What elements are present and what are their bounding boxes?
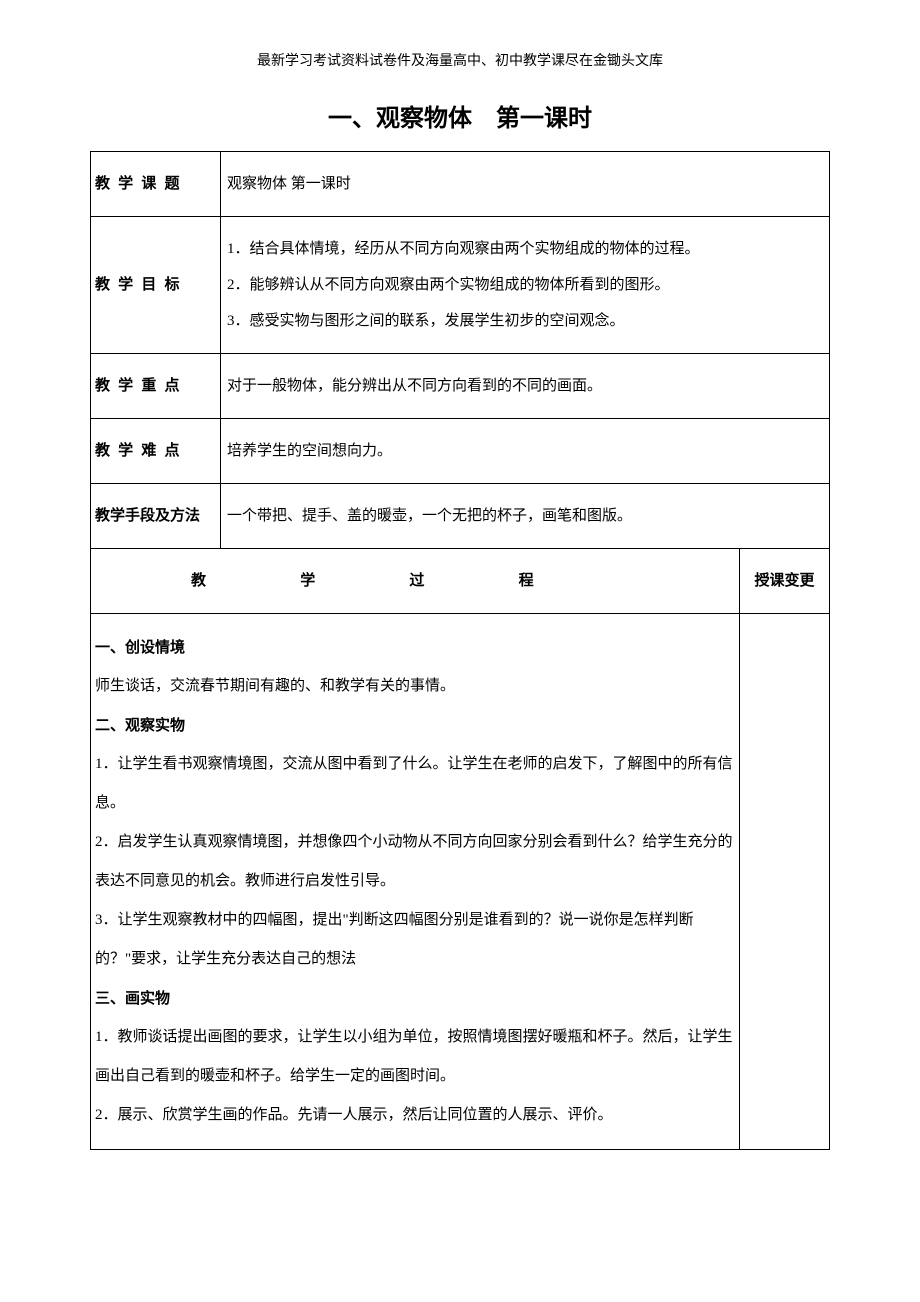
method-label: 教学手段及方法 — [91, 484, 221, 549]
process-header: 教 学 过 程 — [91, 549, 740, 614]
process-char: 教 — [191, 563, 206, 599]
section-2-p2: 2．启发学生认真观察情境图，并想像四个小动物从不同方向回家分别会看到什么？给学生… — [95, 823, 733, 901]
section-3-p2: 2．展示、欣赏学生画的作品。先请一人展示，然后让同位置的人展示、评价。 — [95, 1096, 733, 1135]
process-body: 一、创设情境 师生谈话，交流春节期间有趣的、和教学有关的事情。 二、观察实物 1… — [91, 614, 740, 1150]
key-label: 教 学 重 点 — [91, 354, 221, 419]
topic-value: 观察物体 第一课时 — [221, 152, 830, 217]
section-1-title: 一、创设情境 — [95, 628, 733, 667]
hard-label: 教 学 难 点 — [91, 419, 221, 484]
topic-label: 教 学 课 题 — [91, 152, 221, 217]
goal-line-3: 3．感受实物与图形之间的联系，发展学生初步的空间观念。 — [227, 303, 823, 339]
method-value: 一个带把、提手、盖的暖壶，一个无把的杯子，画笔和图版。 — [221, 484, 830, 549]
key-value: 对于一般物体，能分辨出从不同方向看到的不同的画面。 — [221, 354, 830, 419]
process-char: 程 — [519, 563, 534, 599]
section-2-p1: 1．让学生看书观察情境图，交流从图中看到了什么。让学生在老师的启发下，了解图中的… — [95, 745, 733, 823]
goal-value: 1．结合具体情境，经历从不同方向观察由两个实物组成的物体的过程。 2．能够辨认从… — [221, 217, 830, 354]
section-2-p3: 3．让学生观察教材中的四幅图，提出"判断这四幅图分别是谁看到的？说一说你是怎样判… — [95, 901, 733, 979]
table-row: 教学手段及方法 一个带把、提手、盖的暖壶，一个无把的杯子，画笔和图版。 — [91, 484, 830, 549]
process-char: 过 — [409, 563, 424, 599]
change-label: 授课变更 — [740, 549, 830, 614]
goal-label: 教 学 目 标 — [91, 217, 221, 354]
process-char: 学 — [300, 563, 315, 599]
hard-value: 培养学生的空间想向力。 — [221, 419, 830, 484]
section-2-title: 二、观察实物 — [95, 706, 733, 745]
section-3-p1: 1．教师谈话提出画图的要求，让学生以小组为单位，按照情境图摆好暖瓶和杯子。然后，… — [95, 1018, 733, 1096]
table-row: 一、创设情境 师生谈话，交流春节期间有趣的、和教学有关的事情。 二、观察实物 1… — [91, 614, 830, 1150]
table-row: 教 学 重 点 对于一般物体，能分辨出从不同方向看到的不同的画面。 — [91, 354, 830, 419]
lesson-plan-table: 教 学 课 题 观察物体 第一课时 教 学 目 标 1．结合具体情境，经历从不同… — [90, 151, 830, 1150]
section-1-p1: 师生谈话，交流春节期间有趣的、和教学有关的事情。 — [95, 667, 733, 706]
section-3-title: 三、画实物 — [95, 979, 733, 1018]
goal-line-1: 1．结合具体情境，经历从不同方向观察由两个实物组成的物体的过程。 — [227, 231, 823, 267]
table-row: 教 学 难 点 培养学生的空间想向力。 — [91, 419, 830, 484]
page-header: 最新学习考试资料试卷件及海量高中、初中教学课尽在金锄头文库 — [90, 50, 830, 70]
table-row: 教 学 目 标 1．结合具体情境，经历从不同方向观察由两个实物组成的物体的过程。… — [91, 217, 830, 354]
goal-line-2: 2．能够辨认从不同方向观察由两个实物组成的物体所看到的图形。 — [227, 267, 823, 303]
change-blank — [740, 614, 830, 1150]
table-row: 教 学 过 程 授课变更 — [91, 549, 830, 614]
table-row: 教 学 课 题 观察物体 第一课时 — [91, 152, 830, 217]
document-title: 一、观察物体 第一课时 — [90, 98, 830, 133]
